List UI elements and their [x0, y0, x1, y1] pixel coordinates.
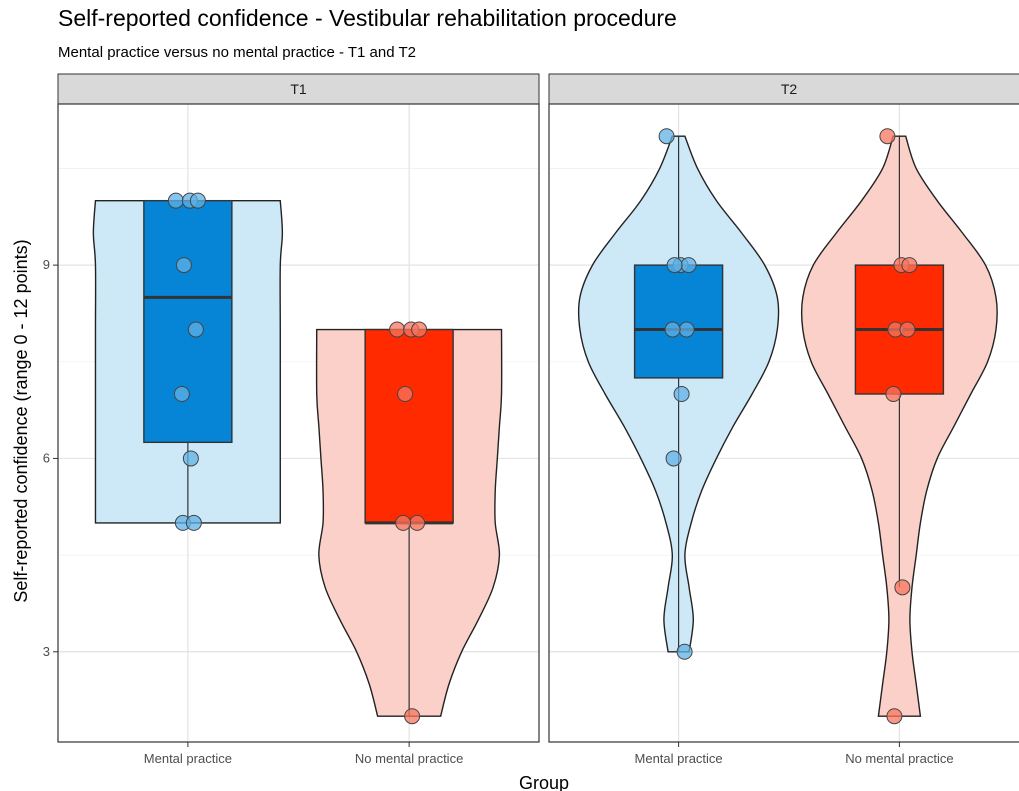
- data-point: [901, 257, 918, 274]
- x-tick-label: Mental practice: [635, 751, 723, 766]
- group-no-mental-practice: [800, 128, 998, 725]
- group-mental-practice: [92, 192, 284, 531]
- panel-border: [57, 103, 540, 743]
- data-point: [175, 257, 192, 274]
- data-point: [894, 579, 911, 596]
- data-point: [173, 386, 190, 402]
- data-point: [665, 450, 682, 467]
- facet-strip: [548, 73, 1019, 105]
- data-point: [167, 192, 184, 209]
- panel-border: [548, 103, 1019, 743]
- facet-panels: T1 Mental practice No mental practice 3 6 9 T2…: [43, 73, 1019, 766]
- facet-strip: [57, 73, 540, 105]
- y-tick-label: 3: [43, 644, 50, 659]
- data-point: [899, 321, 916, 338]
- panel-t1: T1 Mental practice No mental practice 3 6 9: [43, 73, 540, 766]
- data-point: [411, 321, 428, 338]
- group-mental-practice: [577, 128, 780, 660]
- data-point: [676, 643, 693, 660]
- x-tick-label: No mental practice: [355, 751, 463, 766]
- x-tick-label: No mental practice: [845, 751, 953, 766]
- y-tick-label: 6: [43, 450, 50, 465]
- data-point: [187, 321, 204, 338]
- x-tick-label: Mental practice: [144, 751, 232, 766]
- data-point: [879, 128, 896, 145]
- box: [633, 264, 724, 379]
- box: [143, 199, 233, 444]
- panel-t2: T2 Mental practice No mental practice: [548, 73, 1019, 766]
- data-point: [885, 386, 902, 402]
- chart-title: Self-reported confidence - Vestibular re…: [58, 5, 677, 31]
- x-axis-title: Group: [519, 773, 569, 791]
- group-no-mental-practice: [315, 321, 503, 725]
- data-point: [673, 386, 690, 402]
- data-point: [189, 192, 206, 209]
- facet-strip-label: T2: [781, 81, 798, 97]
- chart-subtitle: Mental practice versus no mental practic…: [58, 44, 416, 61]
- data-point: [182, 450, 199, 467]
- data-point: [397, 386, 414, 402]
- data-point: [678, 321, 695, 338]
- facet-strip-label: T1: [290, 81, 307, 97]
- data-point: [886, 708, 903, 725]
- y-tick-label: 9: [43, 257, 50, 272]
- data-point: [664, 321, 681, 338]
- data-point: [409, 514, 426, 531]
- data-point: [666, 257, 683, 274]
- data-point: [389, 321, 406, 338]
- data-point: [658, 128, 675, 145]
- box: [364, 328, 454, 524]
- data-point: [404, 708, 421, 725]
- data-point: [395, 514, 412, 531]
- data-point: [680, 257, 697, 274]
- data-point: [185, 514, 202, 531]
- y-axis-title: Self-reported confidence (range 0 - 12 p…: [11, 239, 31, 602]
